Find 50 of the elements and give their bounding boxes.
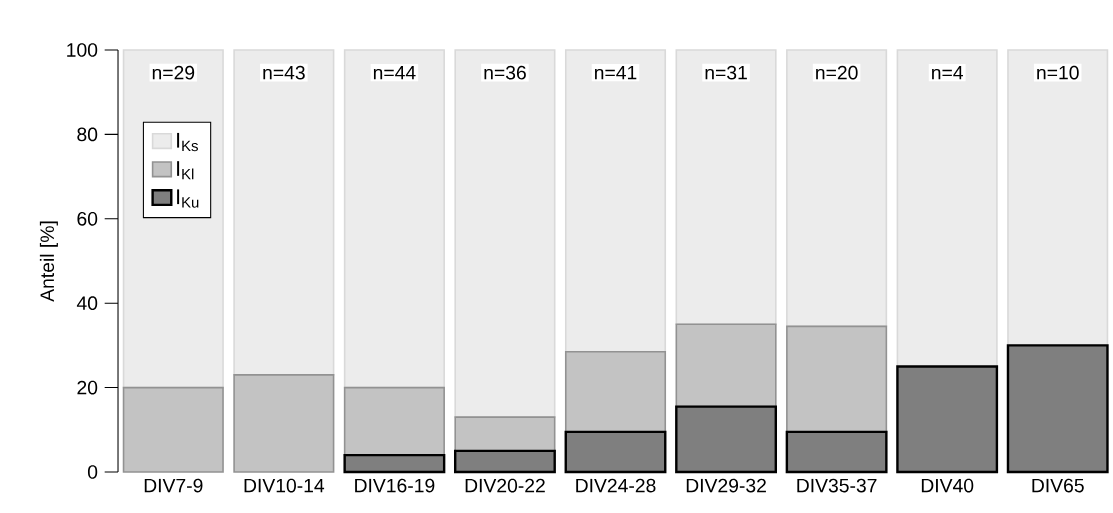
y-axis-title: Anteil [%] (39, 221, 58, 302)
x-tick-label: DIV24-28 (576, 478, 656, 493)
bar (675, 323, 777, 408)
bar (122, 386, 224, 473)
annotation: n=10 (1037, 65, 1079, 80)
x-tick-label: DIV40 (921, 478, 974, 493)
bar (343, 453, 446, 474)
x-tick-label: DIV16-19 (355, 478, 435, 493)
bar (454, 49, 556, 418)
bar (786, 325, 888, 433)
y-tick-label: 0 (87, 465, 98, 479)
x-tick-label: DIV10-14 (244, 478, 325, 493)
legend-label: I$_{Kl}$ (177, 161, 194, 180)
y-tick-label: 80 (77, 127, 98, 142)
bar (564, 49, 667, 353)
annotation: n=44 (373, 66, 416, 80)
bar (896, 49, 998, 368)
bar (675, 405, 778, 474)
y-tick-label: 100 (67, 43, 98, 57)
bar (785, 430, 888, 474)
y-tick-label: 20 (77, 380, 98, 395)
annotation: n=4 (932, 66, 963, 80)
bar (233, 49, 335, 376)
bar (343, 386, 445, 456)
bar (896, 365, 999, 474)
annotation: n=31 (705, 65, 747, 80)
annotation: n=43 (263, 65, 305, 80)
bar (564, 430, 667, 474)
x-tick-label: DIV7-9 (144, 478, 203, 493)
bar (233, 374, 335, 473)
y-tick-label: 40 (76, 296, 98, 311)
annotation: n=41 (595, 66, 637, 80)
legend-label: I$_{Ku}$ (177, 189, 199, 208)
x-tick-label: DIV20-22 (465, 478, 545, 493)
bar (1007, 49, 1109, 347)
bar (454, 449, 556, 474)
x-tick-label: DIV65 (1032, 478, 1084, 493)
y-tick-label: 60 (77, 211, 98, 226)
annotation: n=20 (816, 65, 858, 80)
bar (1006, 344, 1109, 474)
x-tick-label: DIV35-37 (797, 478, 877, 493)
legend-label: I$_{Ks}$ (177, 132, 198, 152)
bar (343, 49, 445, 389)
annotation: n=29 (152, 65, 195, 80)
bar (786, 49, 888, 328)
annotation: n=36 (484, 65, 526, 80)
x-tick-label: DIV29-32 (686, 478, 766, 493)
bar (564, 350, 667, 433)
bar (454, 416, 556, 452)
bar (675, 49, 777, 326)
